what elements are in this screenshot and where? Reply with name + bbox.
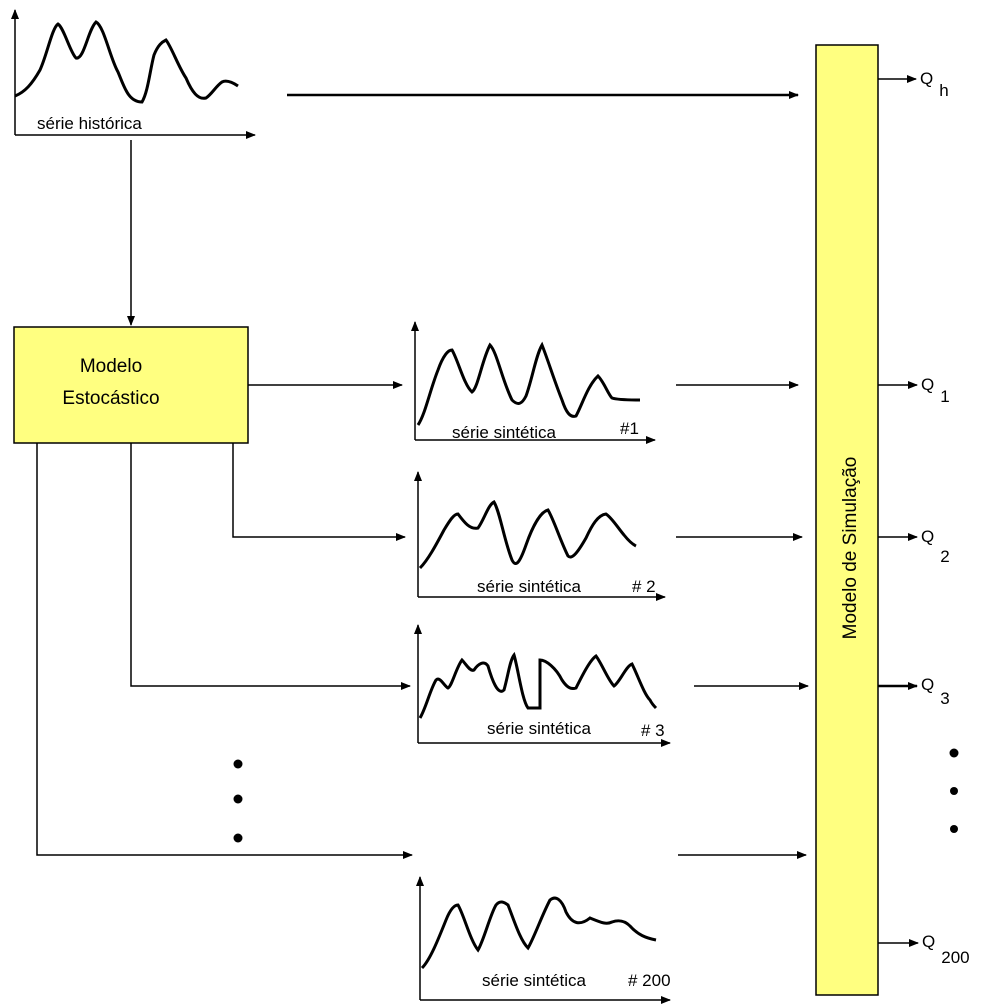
synthetic-series-plot-2: série sintética # 2 <box>414 471 666 601</box>
synthetic-1-tag: #1 <box>620 419 639 438</box>
synthetic-series-plot-1: série sintética #1 <box>411 321 656 444</box>
output-q-200-symbol: Q200 <box>922 932 970 967</box>
output-q-1-symbol: Q1 <box>921 375 950 406</box>
stochastic-model-label-line2: Estocástico <box>62 388 159 409</box>
output-q-3-symbol: Q3 <box>921 675 950 708</box>
simulation-model-label: Modelo de Simulação <box>840 457 861 640</box>
ellipsis-dot <box>233 833 243 843</box>
ellipsis-dot <box>950 825 958 833</box>
ellipsis-dots-right <box>949 748 959 833</box>
synthetic-1-label: série sintética <box>452 423 556 442</box>
synthetic-series-plot-200: série sintética # 200 <box>416 876 671 1004</box>
stochastic-model-label-line1: Modelo <box>80 356 142 377</box>
synthetic-3-curve <box>418 651 658 719</box>
synthetic-3-tag: # 3 <box>641 721 665 740</box>
output-q-200: Q200 <box>878 932 970 967</box>
simulation-model-box: Modelo de Simulação <box>815 44 879 996</box>
synthetic-1-curve <box>416 341 641 426</box>
output-q-3: Q3 <box>878 675 950 708</box>
ellipsis-dots-left <box>233 759 243 843</box>
arrow-stochastic-to-synthetic-200 <box>36 443 413 859</box>
historical-series-label: série histórica <box>37 114 142 133</box>
historical-series-curve <box>14 20 239 104</box>
arrow-stochastic-to-synthetic-3 <box>130 443 411 690</box>
output-q-2: Q2 <box>878 527 950 566</box>
synthetic-200-label: série sintética <box>482 971 586 990</box>
synthetic-2-curve <box>418 500 637 570</box>
synthetic-200-tag: # 200 <box>628 971 671 990</box>
output-q-h-symbol: Qh <box>920 69 949 100</box>
ellipsis-dot <box>233 759 243 769</box>
synthetic-3-label: série sintética <box>487 719 591 738</box>
synthetic-2-tag: # 2 <box>632 577 656 596</box>
arrow-stochastic-to-synthetic-2 <box>232 443 406 541</box>
ellipsis-dot <box>950 787 958 795</box>
synthetic-200-curve <box>420 896 657 970</box>
output-q-1: Q1 <box>878 375 950 406</box>
stochastic-model-box: Modelo Estocástico <box>13 326 249 444</box>
historical-series-plot: série histórica <box>11 9 256 139</box>
ellipsis-dot <box>233 794 243 804</box>
output-q-h: Qh <box>878 69 949 100</box>
synthetic-2-label: série sintética <box>477 577 581 596</box>
ellipsis-dot <box>949 748 959 758</box>
synthetic-series-plot-3: série sintética # 3 <box>414 624 671 747</box>
output-q-2-symbol: Q2 <box>921 527 950 566</box>
